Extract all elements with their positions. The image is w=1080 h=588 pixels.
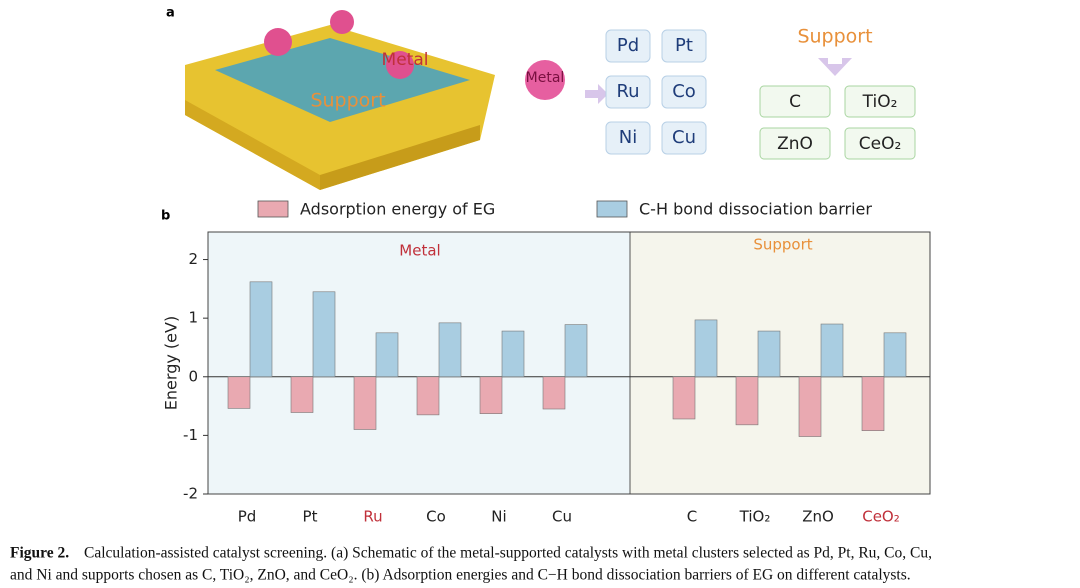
x-tick-label: Co: [426, 508, 446, 526]
support-box: [844, 127, 916, 160]
bar: [798, 376, 822, 437]
panel-label: a: [166, 6, 175, 21]
cluster-label: Metal: [526, 70, 565, 86]
bar: [353, 376, 377, 430]
bar: [861, 376, 885, 431]
support-name: CeO₂: [859, 134, 902, 154]
metal-name: Pd: [617, 35, 639, 56]
y-tick-label: 2: [188, 250, 198, 268]
support-box: [759, 85, 831, 118]
support-box: [759, 127, 831, 160]
y-tick-label: 1: [188, 309, 198, 327]
metal-box: [661, 75, 707, 109]
bar: [564, 324, 588, 378]
bar: [290, 376, 314, 413]
metal-box: [605, 75, 651, 109]
y-tick-label: -1: [183, 426, 198, 444]
metal-box: [605, 121, 651, 155]
legend-label: Adsorption energy of EG: [300, 200, 495, 219]
y-tick-label: 0: [188, 367, 198, 385]
bar: [820, 323, 844, 378]
metal-name: Ni: [619, 127, 637, 148]
legend-swatch: [596, 200, 628, 218]
bar: [672, 376, 696, 420]
support-name: TiO₂: [862, 92, 898, 112]
group-label: Support: [753, 236, 812, 254]
metal-box: [661, 121, 707, 155]
bar: [735, 376, 759, 426]
x-tick-label: Pt: [303, 508, 318, 526]
bar: [438, 322, 462, 378]
caption-line: and Ni and supports chosen as C, TiO₂, Z…: [10, 567, 911, 584]
metal-name: Cu: [672, 127, 696, 148]
legend-swatch: [257, 200, 289, 218]
group-background: [208, 232, 630, 494]
caption-label: Figure 2.: [10, 545, 69, 562]
metal-name: Ru: [616, 81, 639, 102]
x-tick-label: Cu: [552, 508, 572, 526]
bar: [249, 281, 273, 378]
bar: [501, 330, 525, 378]
caption-line: Calculation-assisted catalyst screening.…: [84, 545, 932, 562]
metal-name: Pt: [675, 35, 693, 56]
slab-label: Support: [310, 90, 385, 112]
panel-label: b: [161, 209, 170, 224]
bar: [375, 332, 399, 378]
x-tick-label: Ru: [363, 508, 382, 526]
legend-label: C-H bond dissociation barrier: [639, 200, 872, 219]
x-tick-label: C: [687, 508, 697, 526]
y-axis-label: Energy (eV): [162, 316, 181, 410]
metal-name: Co: [672, 81, 696, 102]
slab: [185, 10, 852, 190]
bar: [542, 376, 566, 410]
x-tick-label: Ni: [491, 508, 506, 526]
x-tick-label: Pd: [238, 508, 257, 526]
group-label: Metal: [399, 242, 440, 260]
x-tick-label: CeO₂: [862, 508, 900, 526]
support-title: Support: [797, 26, 872, 48]
bar: [883, 332, 907, 378]
support-box: [844, 85, 916, 118]
x-tick-label: TiO₂: [739, 508, 771, 526]
metal-box: [605, 29, 651, 63]
support-name: C: [789, 92, 801, 112]
plot-frame: [207, 231, 931, 495]
bar: [757, 330, 781, 378]
bar: [694, 319, 718, 378]
y-tick-label: -2: [183, 485, 198, 503]
metal-box: [661, 29, 707, 63]
bar: [312, 291, 336, 378]
bar: [479, 376, 503, 415]
bar: [416, 376, 440, 416]
x-tick-label: ZnO: [802, 508, 834, 526]
bar: [227, 376, 251, 409]
support-name: ZnO: [777, 134, 813, 154]
slab-label: Metal: [382, 50, 429, 70]
